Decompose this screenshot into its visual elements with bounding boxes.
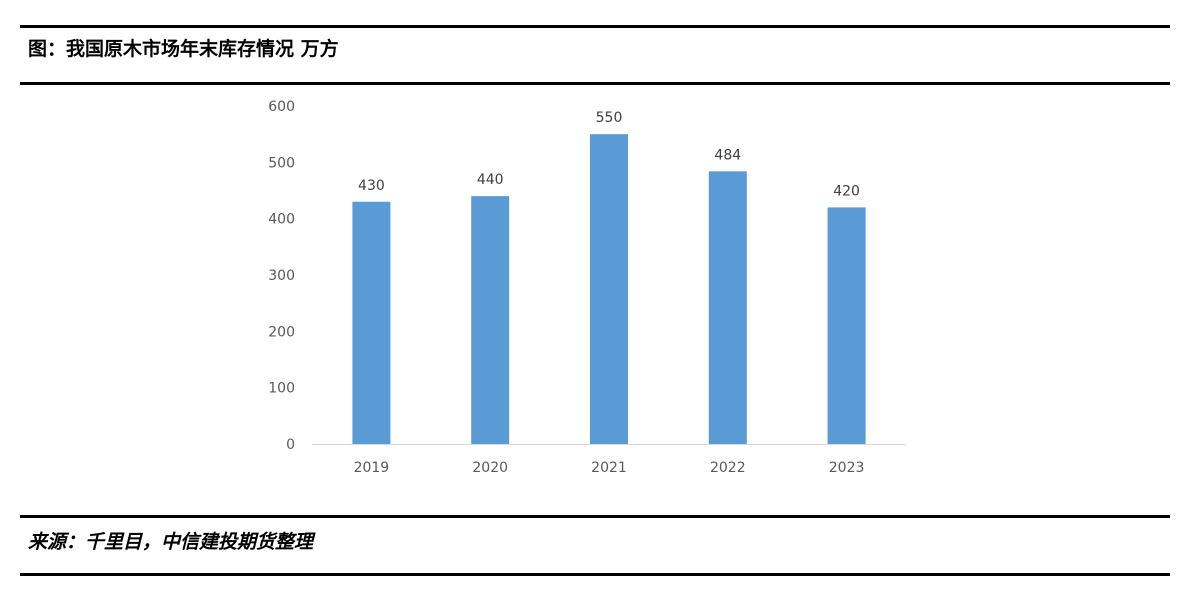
x-tick-label: 2019 (354, 460, 390, 476)
figure-title: 图：我国原木市场年末库存情况 万方 (28, 38, 339, 60)
data-labels: 430 440 550 484 420 (358, 110, 860, 199)
data-label-2022: 484 (714, 147, 741, 163)
y-tick-label: 0 (286, 437, 295, 453)
bar-2019 (352, 201, 391, 444)
source-top-rule (20, 515, 1170, 518)
data-label-2020: 440 (477, 172, 504, 188)
bar-series (352, 134, 866, 444)
bar-2022 (708, 171, 747, 444)
source-note: 来源：千里目，中信建投期货整理 (28, 531, 314, 553)
bottom-rule (20, 573, 1170, 576)
x-tick-label: 2020 (472, 460, 508, 476)
y-tick-label: 400 (268, 212, 295, 228)
y-tick-label: 100 (268, 381, 295, 397)
y-axis: 0 100 200 300 400 500 600 (268, 99, 295, 453)
y-tick-label: 200 (268, 324, 295, 340)
x-tick-label: 2022 (710, 460, 746, 476)
x-tick-label: 2023 (829, 460, 865, 476)
x-tick-label: 2021 (591, 460, 627, 476)
top-rule (20, 25, 1170, 28)
bar-2021 (590, 134, 628, 444)
data-label-2021: 550 (596, 110, 623, 126)
bar-2020 (471, 196, 510, 444)
y-tick-label: 500 (268, 155, 295, 171)
bar-2023 (827, 207, 866, 444)
data-label-2023: 420 (833, 183, 860, 199)
y-tick-label: 600 (268, 99, 295, 115)
title-bottom-rule (20, 82, 1170, 85)
y-tick-label: 300 (268, 268, 295, 284)
x-axis: 2019 2020 2021 2022 2023 (312, 444, 906, 476)
data-label-2019: 430 (358, 178, 385, 194)
